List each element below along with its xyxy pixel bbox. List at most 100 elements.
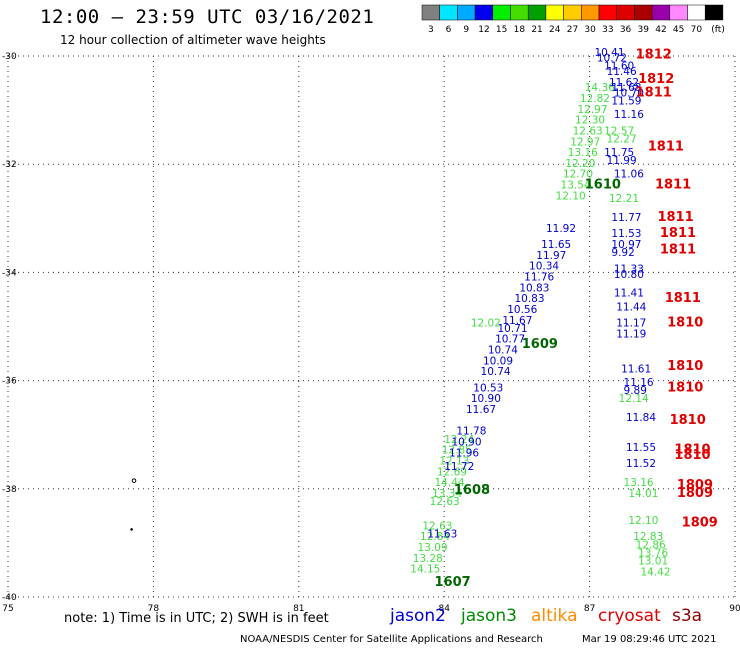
jason2-point-label: 11.78 xyxy=(456,426,486,438)
jason2-point-label: 11.99 xyxy=(607,155,637,167)
color-scale-swatch xyxy=(563,4,582,21)
jason2-point-label: 11.84 xyxy=(626,412,656,424)
jason2-point-label: 11.55 xyxy=(626,442,656,454)
jason3-point-label: 13.16 xyxy=(624,477,654,489)
jason2-point-label: 11.16 xyxy=(624,377,654,389)
y-tick-label: -36 xyxy=(2,377,17,387)
cryosat-point-label: 1809 xyxy=(682,516,718,531)
color-scale-label: 70 xyxy=(691,25,703,35)
cryosat-point-label: 1811 xyxy=(665,291,701,306)
cryosat-point-label: 1810 xyxy=(667,316,703,331)
cryosat-point-label: 1810 xyxy=(667,380,703,395)
jason3-point-label: 14.15 xyxy=(410,564,440,576)
jason2-point-label: 10.83 xyxy=(519,282,549,294)
jason2-point-label: 11.72 xyxy=(444,461,474,473)
color-scale-label: 12 xyxy=(478,25,489,35)
jason3-point-label: 14.01 xyxy=(628,488,658,500)
jason2-point-label: 11.63 xyxy=(427,528,457,540)
jason2-point-label: 11.59 xyxy=(611,96,641,108)
color-scale-label: 36 xyxy=(620,25,632,35)
jason3-point-label: 12.30 xyxy=(575,115,605,127)
jason3-point-label: 12.24 xyxy=(444,434,474,446)
jason2-point-label: 10.34 xyxy=(529,261,559,273)
chart-subtitle: 12 hour collection of altimeter wave hei… xyxy=(60,33,326,47)
color-scale-label: 15 xyxy=(496,25,507,35)
jason2-point-label: 11.52 xyxy=(626,458,656,470)
jason2-point-label: 10.53 xyxy=(473,382,503,394)
x-tick-label: 87 xyxy=(584,604,595,614)
y-tick-label: -40 xyxy=(2,593,17,603)
color-scale-label: 6 xyxy=(446,25,452,35)
jason2-point-label: 11.92 xyxy=(546,223,576,235)
note-text: note: 1) Time is in UTC; 2) SWH is in fe… xyxy=(64,611,329,626)
jason2-point-label: 10.74 xyxy=(481,366,511,378)
x-tick-label: 90 xyxy=(729,604,740,614)
credit-text: NOAA/NESDIS Center for Satellite Applica… xyxy=(240,634,543,645)
jason2-point-label: 11.65 xyxy=(541,239,571,251)
jason3-point-label: 13.01 xyxy=(638,556,668,568)
jason2-labels-point-label: 1609 xyxy=(522,337,558,352)
color-scale-swatch xyxy=(474,4,494,21)
color-scale-swatch xyxy=(527,4,547,21)
color-scale-label: (ft) xyxy=(711,25,725,35)
jason2-point-label: 11.46 xyxy=(607,66,637,78)
jason2-point-label: 11.41 xyxy=(614,288,644,300)
color-scale-swatch xyxy=(704,4,724,21)
color-scale-swatch xyxy=(598,4,617,21)
jason2-point-label: 11.68 xyxy=(611,82,641,94)
color-scale-label: 42 xyxy=(655,25,666,35)
color-scale-swatch xyxy=(581,4,600,21)
color-scale-swatch xyxy=(457,4,476,21)
color-scale-label: 27 xyxy=(567,25,578,35)
jason2-point-label: 11.67 xyxy=(466,404,496,416)
cryosat-point-label: 1812 xyxy=(638,72,674,87)
color-scale-label: 39 xyxy=(638,25,650,35)
legend-altika: altika xyxy=(531,606,578,626)
chart-title: 12:00 – 23:59 UTC 03/16/2021 xyxy=(40,6,375,28)
cryosat-point-label: 1810 xyxy=(670,413,706,428)
color-scale-swatch xyxy=(687,4,706,21)
jason2-point-label: 10.90 xyxy=(451,437,481,449)
island-marker xyxy=(130,528,133,531)
jason3-point-label: 14.42 xyxy=(640,566,670,578)
jason3-point-label: 13.54 xyxy=(561,180,591,192)
jason3-point-label: 12.21 xyxy=(609,193,639,205)
color-scale-swatch xyxy=(421,4,440,21)
color-scale-swatch xyxy=(669,4,688,21)
jason3-point-label: 12.63 xyxy=(430,496,460,508)
jason2-point-label: 11.62 xyxy=(609,77,639,89)
jason3-point-label: 12.97 xyxy=(570,136,600,148)
jason3-point-label: 12.86 xyxy=(636,539,666,551)
color-scale-swatch xyxy=(545,4,564,21)
jason2-point-label: 11.61 xyxy=(621,363,651,375)
jason2-point-label: 10.72 xyxy=(597,52,627,64)
jason2-point-label: 10.56 xyxy=(507,304,537,316)
jason2-point-label: 9.89 xyxy=(624,385,647,397)
jason3-point-label: 14.44 xyxy=(435,477,465,489)
x-tick-label: 84 xyxy=(438,604,450,614)
color-scale-label: 45 xyxy=(673,25,684,35)
jason3-point-label: 12.14 xyxy=(619,393,649,405)
jason2-point-label: 11.53 xyxy=(611,228,641,240)
jason2-point-label: 11.44 xyxy=(616,301,646,313)
jason2-point-label: 11.67 xyxy=(502,315,532,327)
color-scale-swatch xyxy=(616,4,635,21)
color-scale-label: 9 xyxy=(463,25,469,35)
cryosat-point-label: 1811 xyxy=(655,178,691,193)
cryosat-point-label: 1811 xyxy=(648,140,684,155)
cryosat-point-label: 1810 xyxy=(674,448,710,463)
y-tick-label: -32 xyxy=(2,160,17,170)
legend-jason3: jason3 xyxy=(461,606,517,626)
jason2-point-label: 11.96 xyxy=(449,447,479,459)
jason2-point-label: 11.60 xyxy=(604,61,634,73)
jason3-point-label: 13.09 xyxy=(418,542,448,554)
jason3-point-label: 12.02 xyxy=(471,318,501,330)
y-tick-label: -30 xyxy=(2,52,17,62)
jason3-point-label: 12.63 xyxy=(422,520,452,532)
y-tick-label: -38 xyxy=(2,485,17,495)
jason2-point-label: 11.17 xyxy=(616,318,646,330)
jason2-point-label: 11.16 xyxy=(614,109,644,121)
jason3-point-label: 12.57 xyxy=(604,125,634,137)
